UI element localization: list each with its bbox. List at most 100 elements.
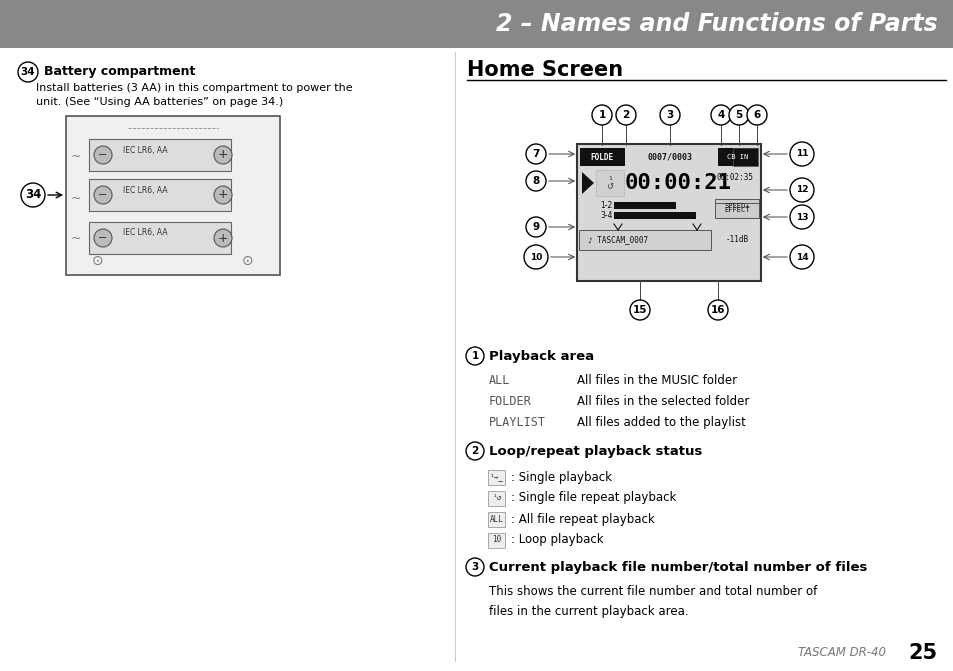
Text: ⊙: ⊙ bbox=[92, 254, 104, 268]
Polygon shape bbox=[581, 172, 594, 194]
Text: IEC LR6, AA: IEC LR6, AA bbox=[123, 185, 168, 195]
Text: EFFECT: EFFECT bbox=[723, 207, 749, 213]
Circle shape bbox=[465, 347, 483, 365]
Text: : All file repeat playback: : All file repeat playback bbox=[511, 513, 654, 525]
Circle shape bbox=[465, 558, 483, 576]
Circle shape bbox=[94, 186, 112, 204]
Text: 11: 11 bbox=[795, 150, 807, 158]
Text: ♪ TASCAM_0007: ♪ TASCAM_0007 bbox=[587, 236, 647, 244]
Text: ~: ~ bbox=[71, 231, 81, 244]
Text: −: − bbox=[98, 150, 108, 160]
Circle shape bbox=[213, 229, 232, 247]
FancyBboxPatch shape bbox=[89, 139, 231, 171]
Circle shape bbox=[21, 183, 45, 207]
Text: 1: 1 bbox=[471, 351, 478, 361]
Text: ¹→̲: ¹→̲ bbox=[490, 472, 503, 482]
FancyBboxPatch shape bbox=[488, 533, 505, 548]
Text: 3: 3 bbox=[471, 562, 478, 572]
FancyBboxPatch shape bbox=[718, 148, 758, 166]
Text: ¹↺: ¹↺ bbox=[492, 493, 501, 503]
Text: 13: 13 bbox=[795, 213, 807, 221]
Text: ALL: ALL bbox=[490, 515, 503, 523]
Circle shape bbox=[18, 62, 38, 82]
Text: FOLDE: FOLDE bbox=[590, 152, 613, 162]
Text: 1: 1 bbox=[607, 176, 611, 181]
Text: +: + bbox=[217, 148, 228, 162]
FancyBboxPatch shape bbox=[714, 199, 759, 214]
Text: This shows the current file number and total number of: This shows the current file number and t… bbox=[489, 585, 817, 598]
Text: 0007/0003: 0007/0003 bbox=[647, 152, 692, 162]
Text: 1: 1 bbox=[598, 110, 605, 120]
Text: 00:00:21: 00:00:21 bbox=[624, 173, 731, 193]
Text: 3: 3 bbox=[666, 110, 673, 120]
Text: 15: 15 bbox=[632, 305, 646, 315]
Text: 34: 34 bbox=[21, 67, 35, 77]
Text: 16: 16 bbox=[710, 305, 724, 315]
FancyBboxPatch shape bbox=[488, 491, 505, 505]
Text: -11dB: -11dB bbox=[724, 236, 748, 244]
FancyBboxPatch shape bbox=[596, 170, 623, 196]
Text: unit. (See “Using AA batteries” on page 34.): unit. (See “Using AA batteries” on page … bbox=[36, 97, 283, 107]
Circle shape bbox=[465, 442, 483, 460]
Text: 10: 10 bbox=[492, 535, 501, 544]
Circle shape bbox=[213, 146, 232, 164]
Text: 2: 2 bbox=[621, 110, 629, 120]
Text: 00:02:35: 00:02:35 bbox=[716, 173, 753, 182]
FancyBboxPatch shape bbox=[89, 222, 231, 254]
Text: IEC LR6, AA: IEC LR6, AA bbox=[123, 229, 168, 238]
Text: −: − bbox=[98, 233, 108, 243]
Text: : Single playback: : Single playback bbox=[511, 470, 612, 484]
Circle shape bbox=[523, 245, 547, 269]
FancyBboxPatch shape bbox=[614, 202, 676, 209]
Text: : Single file repeat playback: : Single file repeat playback bbox=[511, 491, 676, 505]
Text: ~: ~ bbox=[71, 150, 81, 162]
Text: files in the current playback area.: files in the current playback area. bbox=[489, 605, 688, 618]
Text: ⊙: ⊙ bbox=[242, 254, 253, 268]
Text: Current playback file number/total number of files: Current playback file number/total numbe… bbox=[489, 561, 866, 574]
Circle shape bbox=[213, 186, 232, 204]
Text: All files in the MUSIC folder: All files in the MUSIC folder bbox=[577, 374, 737, 387]
FancyBboxPatch shape bbox=[66, 116, 280, 275]
Circle shape bbox=[592, 105, 612, 125]
Circle shape bbox=[707, 300, 727, 320]
Text: Playback area: Playback area bbox=[489, 350, 594, 363]
Text: 25: 25 bbox=[908, 643, 937, 663]
FancyBboxPatch shape bbox=[614, 212, 696, 219]
Text: 14: 14 bbox=[795, 252, 807, 262]
Text: +: + bbox=[217, 231, 228, 244]
FancyBboxPatch shape bbox=[578, 230, 710, 250]
Text: All files in the selected folder: All files in the selected folder bbox=[577, 395, 749, 408]
Text: 3-4: 3-4 bbox=[599, 211, 612, 221]
Circle shape bbox=[525, 217, 545, 237]
Circle shape bbox=[616, 105, 636, 125]
FancyBboxPatch shape bbox=[0, 0, 953, 48]
Circle shape bbox=[728, 105, 748, 125]
Text: 34: 34 bbox=[25, 189, 41, 201]
Circle shape bbox=[525, 144, 545, 164]
Text: Install batteries (3 AA) in this compartment to power the: Install batteries (3 AA) in this compart… bbox=[36, 83, 353, 93]
FancyBboxPatch shape bbox=[732, 148, 758, 166]
Text: 2 – Names and Functions of Parts: 2 – Names and Functions of Parts bbox=[496, 12, 937, 36]
Text: All files added to the playlist: All files added to the playlist bbox=[577, 416, 745, 429]
Text: 10: 10 bbox=[529, 252, 541, 262]
FancyBboxPatch shape bbox=[89, 179, 231, 211]
Text: 4: 4 bbox=[717, 110, 724, 120]
Text: 2: 2 bbox=[471, 446, 478, 456]
Text: 6: 6 bbox=[753, 110, 760, 120]
Text: −: − bbox=[98, 190, 108, 200]
Circle shape bbox=[525, 171, 545, 191]
FancyBboxPatch shape bbox=[488, 470, 505, 484]
Text: CB IN: CB IN bbox=[726, 154, 748, 160]
Text: TASCAM DR-40: TASCAM DR-40 bbox=[797, 646, 885, 659]
FancyBboxPatch shape bbox=[577, 144, 760, 281]
Text: 5: 5 bbox=[735, 110, 741, 120]
Text: IEC LR6, AA: IEC LR6, AA bbox=[123, 146, 168, 154]
Text: +: + bbox=[217, 189, 228, 201]
Circle shape bbox=[659, 105, 679, 125]
Circle shape bbox=[94, 146, 112, 164]
Circle shape bbox=[746, 105, 766, 125]
Text: 1-2: 1-2 bbox=[599, 201, 612, 211]
Circle shape bbox=[789, 245, 813, 269]
Text: Battery compartment: Battery compartment bbox=[44, 65, 195, 78]
Text: PLAYLIST: PLAYLIST bbox=[489, 416, 545, 429]
